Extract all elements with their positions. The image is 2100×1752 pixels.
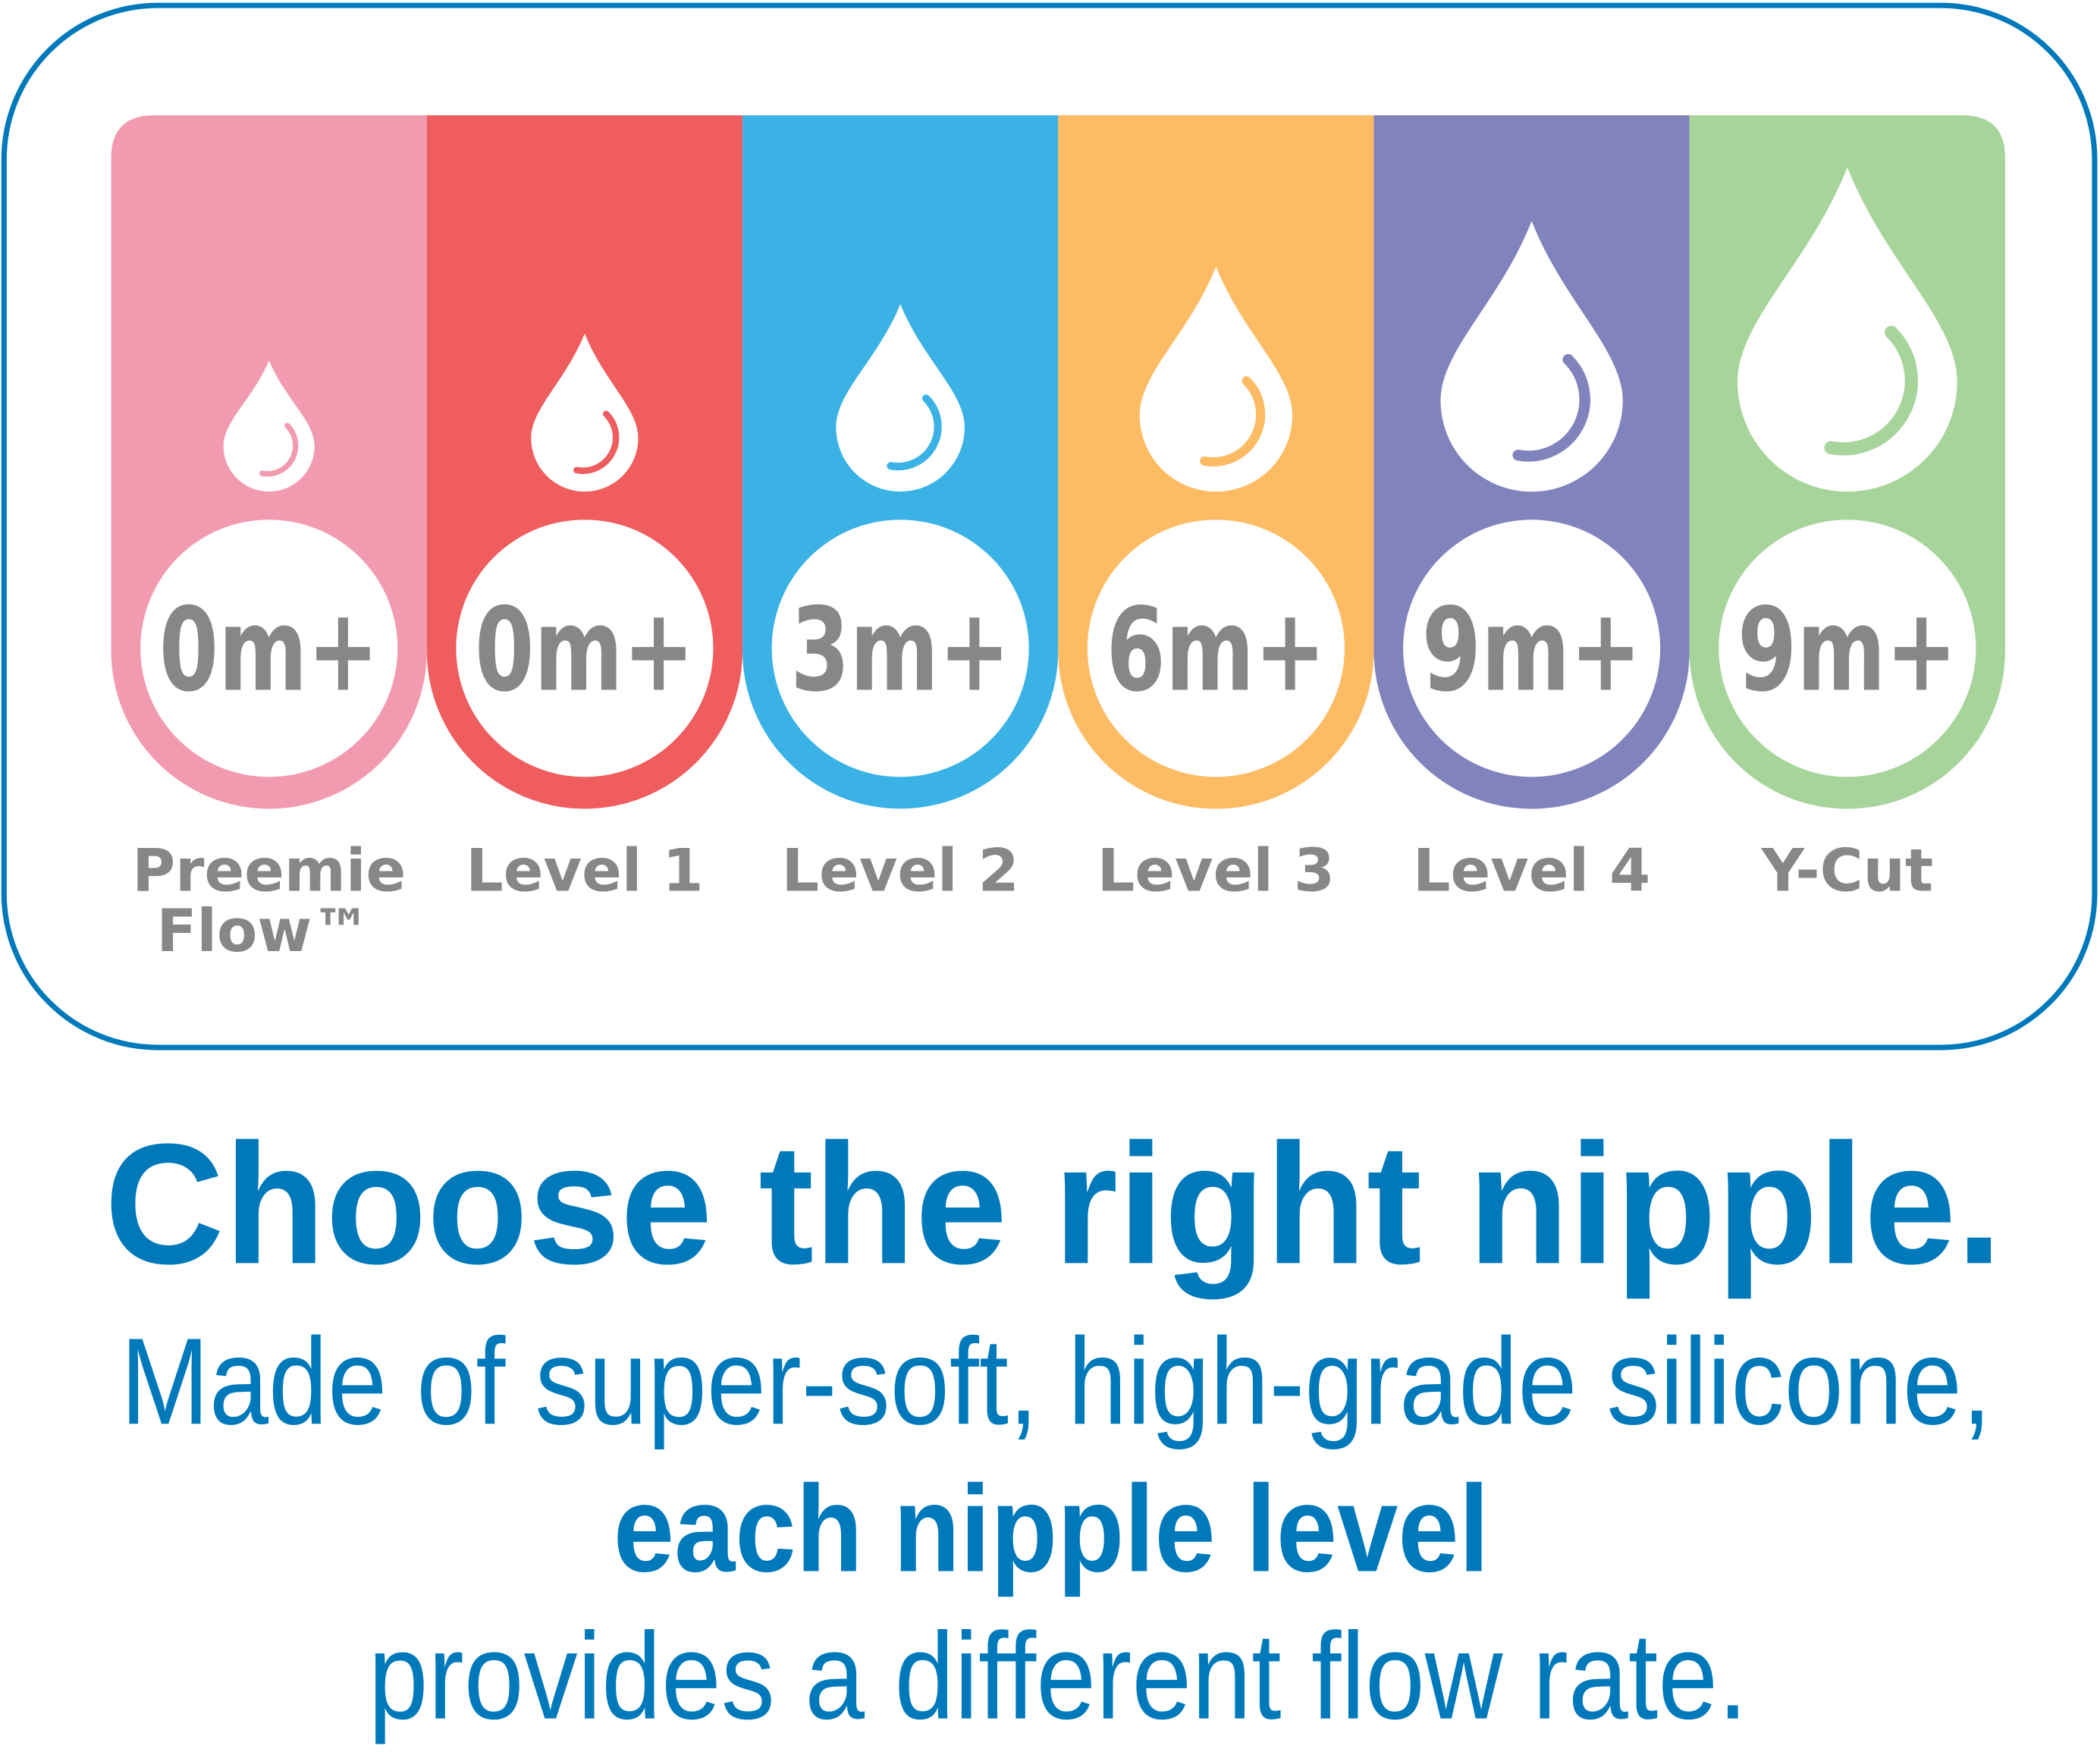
- nipple-level-5: 9m+ Level 4: [1373, 115, 1690, 905]
- age-label: 6m+: [1107, 583, 1326, 717]
- age-label: 9m+: [1737, 583, 1957, 717]
- age-label: 0m+: [475, 583, 695, 717]
- body-line-3: provides a different flow rate.: [369, 1608, 1748, 1745]
- body-line-1: Made of super-soft, high-grade silicone,: [121, 1313, 1992, 1450]
- nipple-level-6: 9m+ Y-Cut: [1689, 115, 2005, 905]
- age-badge: [1719, 520, 1976, 777]
- level-label: Level 2: [782, 837, 1019, 905]
- level-label: Level 1: [466, 837, 703, 905]
- age-label: 9m+: [1422, 583, 1642, 717]
- age-badge: [771, 520, 1029, 777]
- drop-highlight: [1824, 325, 1919, 456]
- body-line-2-bold: each nipple level: [614, 1461, 1489, 1598]
- drop-highlight: [1200, 376, 1266, 466]
- age-badge: [1087, 520, 1345, 777]
- drop-highlight: [887, 394, 942, 471]
- nipple-level-2: 0m+ Level 1: [426, 115, 743, 905]
- age-badge: [1403, 520, 1661, 777]
- level-label: Y-Cut: [1761, 837, 1934, 905]
- age-label: 3m+: [790, 583, 1010, 717]
- nipple-level-3: 3m+ Level 2: [742, 115, 1059, 905]
- headline: Choose the right nipple.: [105, 1107, 2002, 1299]
- age-badge: [456, 520, 714, 777]
- level-label: Flow™: [156, 897, 371, 965]
- drop-highlight: [259, 422, 299, 477]
- level-label: Preemie: [132, 837, 406, 905]
- age-badge: [140, 520, 398, 777]
- age-label: 0m+: [159, 583, 379, 717]
- level-label: Level 4: [1413, 837, 1650, 905]
- level-label: Level 3: [1097, 837, 1335, 905]
- drop-highlight: [573, 410, 620, 474]
- nipple-level-4: 6m+ Level 3: [1058, 115, 1374, 905]
- drop-highlight: [1512, 353, 1590, 462]
